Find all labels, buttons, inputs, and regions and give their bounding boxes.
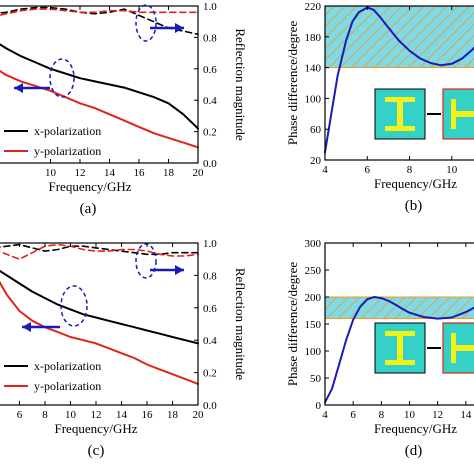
annotation-ellipse bbox=[135, 243, 157, 279]
panel-c bbox=[0, 242, 199, 406]
annotation-arrowhead bbox=[14, 83, 23, 93]
series-line-1 bbox=[0, 280, 199, 385]
panel-label: (b) bbox=[405, 198, 423, 214]
x-tick-label: 10 bbox=[404, 409, 416, 421]
series-line-2 bbox=[0, 6, 199, 36]
x-tick-label: 14 bbox=[116, 409, 128, 421]
series-line-0 bbox=[0, 269, 199, 345]
y-tick-label: 100 bbox=[305, 93, 322, 105]
y-tick-label: 0.4 bbox=[203, 95, 217, 107]
x-tick-label: 16 bbox=[134, 167, 146, 179]
cell-bar bbox=[397, 331, 403, 365]
y-axis-title: Reflection magnitude bbox=[233, 28, 248, 141]
x-tick-label: 14 bbox=[460, 409, 472, 421]
x-tick-label: 10 bbox=[446, 164, 458, 176]
y-tick-label: 20 bbox=[310, 155, 322, 167]
x-axis-title: Frequency/GHz bbox=[48, 179, 131, 194]
panel-a bbox=[0, 5, 199, 164]
x-tick-label: 20 bbox=[193, 167, 205, 179]
series-line-3 bbox=[0, 243, 199, 261]
x-tick-label: 10 bbox=[45, 167, 57, 179]
x-axis-title: Frequency/GHz bbox=[374, 421, 457, 436]
y-tick-label: 0.0 bbox=[203, 400, 217, 412]
y-tick-label: 0.0 bbox=[203, 158, 217, 170]
x-tick-label: 12 bbox=[75, 167, 86, 179]
series-line-2 bbox=[0, 243, 199, 256]
annotation-arrowhead bbox=[175, 23, 184, 33]
y-axis-title: Phase difference/degree bbox=[285, 262, 300, 387]
y-tick-label: 1.0 bbox=[203, 1, 217, 13]
y-tick-label: 150 bbox=[305, 319, 322, 331]
annotation-ellipse bbox=[60, 285, 88, 327]
series-line-0 bbox=[324, 6, 474, 154]
y-tick-label: 0.2 bbox=[203, 127, 217, 139]
legend-label-x: x-polarization bbox=[34, 359, 101, 373]
legend-label-y: y-polarization bbox=[34, 379, 101, 393]
annotation-ellipse bbox=[135, 4, 157, 42]
x-tick-label: 16 bbox=[142, 409, 154, 421]
x-tick-label: 12 bbox=[91, 409, 102, 421]
panel-label: (d) bbox=[405, 443, 423, 459]
x-tick-label: 12 bbox=[432, 409, 443, 421]
panel-b bbox=[324, 5, 474, 161]
y-tick-label: 0.6 bbox=[203, 64, 217, 76]
x-tick-label: 10 bbox=[65, 409, 77, 421]
x-tick-label: 8 bbox=[407, 164, 413, 176]
series-line-3 bbox=[0, 8, 199, 16]
x-tick-label: 6 bbox=[350, 409, 356, 421]
y-tick-label: 0 bbox=[316, 400, 322, 412]
x-tick-label: 18 bbox=[163, 167, 175, 179]
legend-label-x: x-polarization bbox=[34, 124, 101, 138]
annotation-arrowhead bbox=[22, 322, 31, 332]
y-tick-label: 1.0 bbox=[203, 238, 217, 250]
series-line-0 bbox=[324, 296, 474, 404]
x-tick-label: 4 bbox=[322, 164, 328, 176]
cell-bar bbox=[451, 111, 474, 117]
y-tick-label: 0.6 bbox=[203, 303, 217, 315]
x-tick-label: 20 bbox=[193, 409, 205, 421]
annotation-arrowhead bbox=[175, 265, 184, 275]
y-tick-label: 0.2 bbox=[203, 368, 217, 380]
y-tick-label: 0.8 bbox=[203, 32, 217, 44]
x-tick-label: 14 bbox=[104, 167, 116, 179]
cell-bar bbox=[385, 360, 415, 365]
cell-bar bbox=[385, 126, 415, 131]
panel-label: (c) bbox=[88, 443, 105, 459]
y-tick-label: 250 bbox=[305, 265, 322, 277]
phase-band bbox=[324, 5, 474, 69]
series-line-1 bbox=[0, 69, 199, 149]
x-axis-title: Frequency/GHz bbox=[374, 176, 457, 191]
cell-bar bbox=[451, 345, 474, 351]
x-tick-label: 18 bbox=[167, 409, 179, 421]
series-line-0 bbox=[0, 43, 199, 130]
x-axis-title: Frequency/GHz bbox=[54, 421, 137, 436]
x-tick-label: 6 bbox=[365, 164, 371, 176]
cell-bar bbox=[397, 97, 403, 131]
panel-d bbox=[324, 242, 474, 406]
y-tick-label: 300 bbox=[305, 238, 322, 250]
y-tick-label: 140 bbox=[305, 63, 322, 75]
y-tick-label: 0.4 bbox=[203, 335, 217, 347]
x-tick-label: 8 bbox=[42, 409, 48, 421]
x-tick-label: 4 bbox=[322, 409, 328, 421]
y-tick-label: 50 bbox=[310, 373, 322, 385]
panel-label: (a) bbox=[80, 201, 97, 217]
y-tick-label: 60 bbox=[310, 124, 322, 136]
x-tick-label: 8 bbox=[379, 409, 385, 421]
y-tick-label: 180 bbox=[305, 32, 322, 44]
y-tick-label: 0.8 bbox=[203, 270, 217, 282]
y-axis-title: Reflection magnitude bbox=[233, 268, 248, 381]
x-tick-label: 6 bbox=[17, 409, 23, 421]
annotation-ellipse bbox=[49, 58, 75, 98]
y-tick-label: 100 bbox=[305, 346, 322, 358]
y-axis-title: Phase difference/degree bbox=[285, 21, 300, 146]
legend-label-y: y-polarization bbox=[34, 144, 101, 158]
y-tick-label: 220 bbox=[305, 1, 322, 13]
y-tick-label: 200 bbox=[305, 292, 322, 304]
